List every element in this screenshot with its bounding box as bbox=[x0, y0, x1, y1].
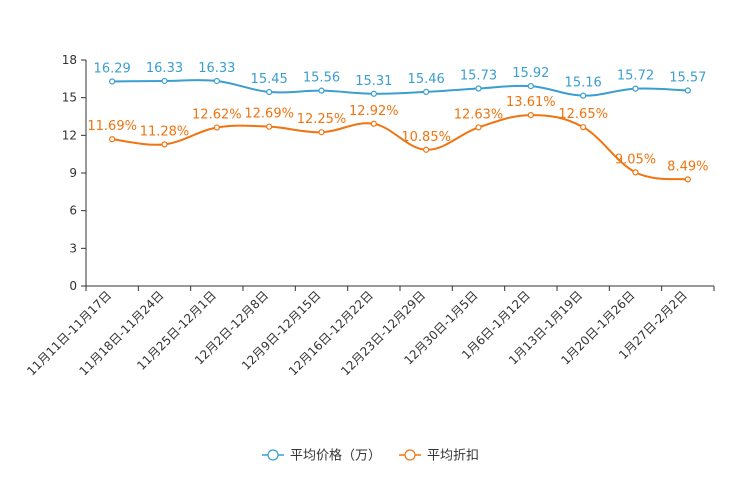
data-label: 15.46 bbox=[408, 72, 445, 87]
data-label: 8.49% bbox=[667, 159, 708, 174]
data-point[interactable] bbox=[527, 83, 534, 90]
data-label: 12.62% bbox=[192, 108, 242, 123]
y-tick-label: 3 bbox=[69, 241, 77, 255]
legend[interactable]: 平均价格（万） 平均折扣 bbox=[262, 448, 479, 464]
y-tick-label: 18 bbox=[62, 53, 77, 67]
data-point[interactable] bbox=[632, 85, 639, 92]
data-label: 15.72 bbox=[617, 69, 654, 84]
data-label: 11.69% bbox=[87, 119, 137, 134]
data-point[interactable] bbox=[213, 124, 220, 131]
data-point[interactable] bbox=[684, 87, 691, 94]
data-point[interactable] bbox=[370, 120, 377, 127]
data-label: 10.85% bbox=[401, 130, 451, 145]
data-point[interactable] bbox=[580, 92, 587, 99]
data-label: 16.33 bbox=[146, 61, 183, 76]
data-point[interactable] bbox=[527, 112, 534, 119]
y-tick-label: 12 bbox=[62, 128, 77, 142]
data-label: 15.92 bbox=[512, 66, 549, 81]
data-label: 15.45 bbox=[251, 72, 288, 87]
data-label: 15.56 bbox=[303, 71, 340, 86]
data-label: 12.63% bbox=[454, 107, 504, 122]
series-2: 11.69% 11.28%12.62% 12.69% 12.25%12.92%10.8… bbox=[87, 95, 708, 183]
data-label: 12.69% bbox=[244, 107, 294, 122]
data-point[interactable] bbox=[423, 146, 430, 153]
data-label: 16.33 bbox=[198, 61, 235, 76]
series-line bbox=[112, 114, 688, 181]
data-point[interactable] bbox=[475, 124, 482, 131]
data-point[interactable] bbox=[632, 169, 639, 176]
legend-marker-icon bbox=[404, 449, 416, 461]
data-point[interactable] bbox=[161, 141, 168, 148]
data-label: 15.31 bbox=[355, 74, 392, 89]
series-layer: 16.29 16.33 16.33 15.45 15.56 15.31 15.46 15.73… bbox=[87, 61, 708, 183]
data-point[interactable] bbox=[266, 123, 273, 130]
data-point[interactable] bbox=[266, 88, 273, 96]
data-point[interactable] bbox=[109, 78, 116, 85]
data-point[interactable] bbox=[318, 87, 325, 94]
data-point[interactable] bbox=[475, 85, 482, 92]
data-point[interactable] bbox=[684, 176, 691, 183]
data-label: 16.29 bbox=[94, 61, 131, 76]
data-point[interactable] bbox=[580, 124, 587, 131]
data-point[interactable] bbox=[161, 77, 168, 85]
legend-label: 平均价格（万） bbox=[290, 448, 381, 464]
data-label: 12.92% bbox=[349, 104, 399, 119]
series-1: 16.29 16.33 16.33 15.45 15.56 15.31 15.46 15.73… bbox=[94, 61, 706, 99]
x-axis: 11月11日-11月17日11月18日-11月24日11月25日-12月1日12… bbox=[24, 285, 715, 378]
data-label: 13.61% bbox=[506, 95, 556, 110]
data-point[interactable] bbox=[423, 88, 430, 95]
data-label: 12.65% bbox=[558, 107, 608, 122]
legend-label: 平均折扣 bbox=[427, 449, 479, 464]
legend-item-2[interactable]: 平均折扣 bbox=[399, 449, 479, 464]
data-point[interactable] bbox=[370, 90, 377, 97]
data-label: 15.16 bbox=[565, 76, 602, 91]
y-tick-label: 15 bbox=[62, 91, 77, 105]
data-label: 15.57 bbox=[669, 71, 706, 86]
data-label: 12.25% bbox=[297, 112, 347, 127]
data-label: 9.05% bbox=[615, 152, 656, 167]
y-tick-label: 9 bbox=[69, 166, 77, 180]
x-tick-label: 11月11日-11月17日 bbox=[24, 288, 114, 378]
data-label: 15.73 bbox=[460, 69, 497, 84]
y-axis: 0 3 6 9 12 15 18 bbox=[62, 53, 87, 293]
y-tick-label: 0 bbox=[69, 279, 77, 293]
data-point[interactable] bbox=[213, 77, 220, 85]
series-line bbox=[112, 79, 688, 97]
data-point[interactable] bbox=[318, 129, 325, 136]
data-label: 11.28% bbox=[140, 124, 190, 139]
y-tick-label: 6 bbox=[69, 204, 77, 218]
legend-marker-icon bbox=[267, 449, 279, 461]
data-point[interactable] bbox=[109, 136, 116, 143]
legend-item-1[interactable]: 平均价格（万） bbox=[262, 448, 381, 464]
